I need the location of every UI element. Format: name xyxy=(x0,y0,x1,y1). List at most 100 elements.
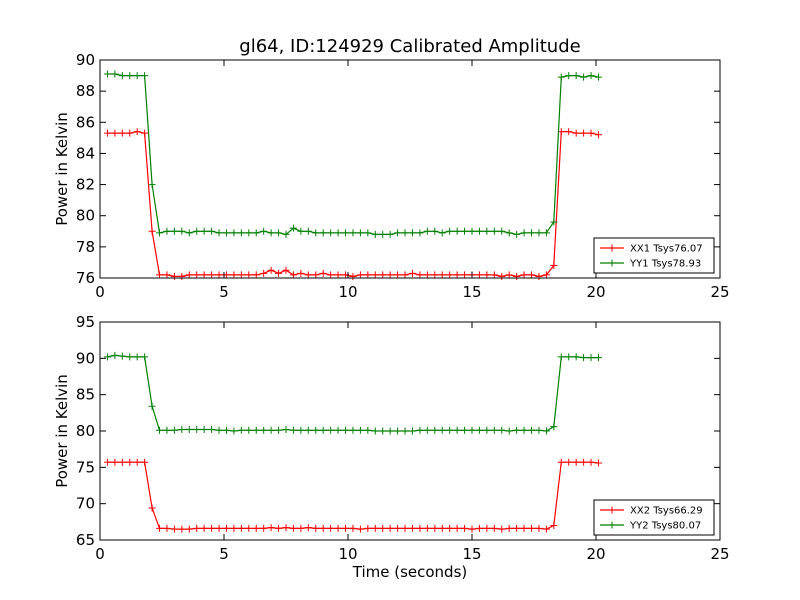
data-point xyxy=(490,524,498,532)
data-point xyxy=(312,426,320,434)
data-point xyxy=(252,524,260,532)
top-subplot: gl64, ID:124929 Calibrated Amplitude Pow… xyxy=(53,36,730,301)
data-point xyxy=(453,271,461,279)
data-point xyxy=(423,426,431,434)
data-point xyxy=(319,524,327,532)
data-point xyxy=(282,524,290,532)
data-point xyxy=(580,354,588,362)
data-point xyxy=(103,353,111,361)
y-tick-label: 95 xyxy=(76,313,95,331)
data-point xyxy=(118,129,126,137)
data-point xyxy=(193,271,201,279)
data-point xyxy=(483,271,491,279)
data-point xyxy=(289,271,297,279)
x-tick-label: 5 xyxy=(219,545,229,563)
data-point xyxy=(304,524,312,532)
data-point xyxy=(371,524,379,532)
data-point xyxy=(394,427,402,435)
data-point xyxy=(356,426,364,434)
data-point xyxy=(304,227,312,235)
data-point xyxy=(170,227,178,235)
data-point xyxy=(141,458,149,466)
data-point xyxy=(319,229,327,237)
data-point xyxy=(438,524,446,532)
x-tick-label: 15 xyxy=(462,283,481,301)
data-point xyxy=(237,426,245,434)
y-tick-label: 82 xyxy=(76,176,95,194)
data-point xyxy=(319,426,327,434)
data-point xyxy=(587,129,595,137)
data-point xyxy=(170,525,178,533)
data-point xyxy=(505,271,513,279)
data-point xyxy=(416,271,424,279)
data-point xyxy=(513,524,521,532)
data-point xyxy=(349,524,357,532)
data-point xyxy=(230,229,238,237)
data-point xyxy=(148,402,156,410)
data-point xyxy=(528,426,536,434)
data-point xyxy=(148,227,156,235)
data-point xyxy=(282,266,290,274)
x-tick-label: 25 xyxy=(710,283,729,301)
data-point xyxy=(133,458,141,466)
data-point xyxy=(535,229,543,237)
data-point xyxy=(468,227,476,235)
data-point xyxy=(334,271,342,279)
data-point xyxy=(535,272,543,280)
data-point xyxy=(446,227,454,235)
y-tick-label: 78 xyxy=(76,238,95,256)
data-point xyxy=(483,426,491,434)
data-point xyxy=(550,262,558,270)
top-plot-frame xyxy=(99,59,721,279)
data-point xyxy=(148,504,156,512)
data-point xyxy=(297,524,305,532)
data-point xyxy=(490,426,498,434)
data-point xyxy=(334,524,342,532)
data-point xyxy=(475,271,483,279)
bottom-legend: XX2 Tsys66.29 YY2 Tsys80.07 xyxy=(593,499,715,536)
data-point xyxy=(133,353,141,361)
data-point xyxy=(468,525,476,533)
data-point xyxy=(282,230,290,238)
data-point xyxy=(267,266,275,274)
data-point xyxy=(513,426,521,434)
data-point xyxy=(334,426,342,434)
data-point xyxy=(580,73,588,81)
bottom-series-xx2 xyxy=(103,458,602,533)
data-point xyxy=(423,524,431,532)
data-point xyxy=(208,271,216,279)
data-point xyxy=(572,129,580,137)
data-point xyxy=(349,229,357,237)
data-point xyxy=(394,229,402,237)
y-tick-label: 70 xyxy=(76,495,95,513)
data-point xyxy=(550,521,558,529)
data-point xyxy=(498,272,506,280)
data-point xyxy=(178,525,186,533)
data-point xyxy=(498,426,506,434)
x-tick-label: 10 xyxy=(338,283,357,301)
data-point xyxy=(356,525,364,533)
data-point xyxy=(394,524,402,532)
data-point xyxy=(520,271,528,279)
data-point xyxy=(282,426,290,434)
data-point xyxy=(260,524,268,532)
top-y-axis-label: Power in Kelvin xyxy=(53,112,71,226)
data-point xyxy=(170,426,178,434)
data-point xyxy=(178,272,186,280)
data-point xyxy=(245,229,253,237)
data-point xyxy=(453,524,461,532)
data-point xyxy=(349,426,357,434)
data-point xyxy=(185,271,193,279)
data-point xyxy=(513,230,521,238)
data-point xyxy=(371,230,379,238)
x-axis-label: Time (seconds) xyxy=(352,563,468,581)
data-point xyxy=(505,229,513,237)
data-point xyxy=(594,459,602,467)
data-point xyxy=(386,230,394,238)
data-point xyxy=(245,426,253,434)
bottom-subplot: Power in Kelvin Time (seconds) 0 5 10 15 20 2… xyxy=(53,313,730,581)
data-point xyxy=(222,524,230,532)
data-point xyxy=(312,524,320,532)
data-point xyxy=(185,525,193,533)
